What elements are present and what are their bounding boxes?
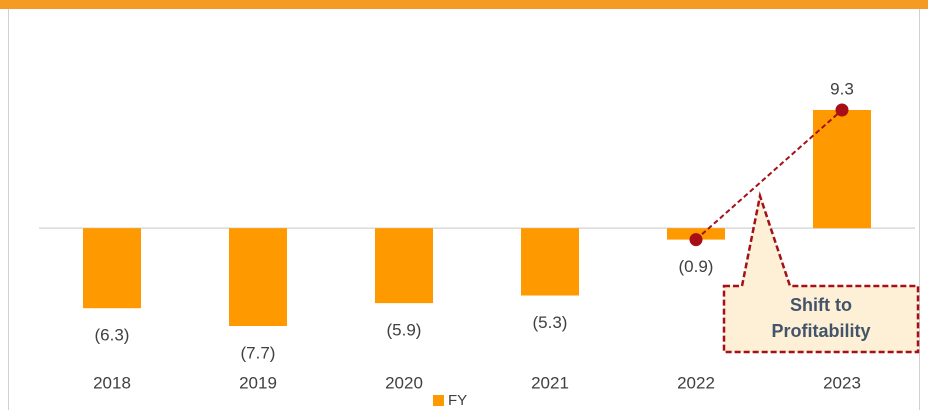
value-label: (0.9) — [679, 257, 714, 276]
x-tick-label: 2018 — [93, 373, 131, 392]
value-label: (5.9) — [387, 321, 422, 340]
value-label: (5.3) — [533, 313, 568, 332]
bar — [521, 228, 579, 296]
x-tick-label: 2023 — [823, 373, 861, 392]
value-label: (7.7) — [241, 343, 276, 362]
bar — [375, 228, 433, 304]
trend-point — [689, 233, 703, 247]
header-bar — [0, 0, 928, 9]
x-tick-label: 2021 — [531, 373, 569, 392]
callout-box — [722, 191, 920, 354]
x-tick-label: 2020 — [385, 373, 423, 392]
value-label: (6.3) — [95, 326, 130, 345]
bar — [813, 110, 871, 229]
x-tick-label: 2022 — [677, 373, 715, 392]
bar — [229, 228, 287, 326]
bar — [83, 228, 141, 309]
x-tick-label: 2019 — [239, 373, 277, 392]
legend-swatch — [433, 395, 444, 406]
annotation-text: Profitability — [771, 321, 870, 341]
legend-label: FY — [448, 392, 467, 409]
value-label: 9.3 — [830, 79, 854, 98]
annotation-text: Shift to — [790, 295, 852, 315]
trend-line — [695, 109, 843, 241]
trend-point — [835, 103, 849, 117]
